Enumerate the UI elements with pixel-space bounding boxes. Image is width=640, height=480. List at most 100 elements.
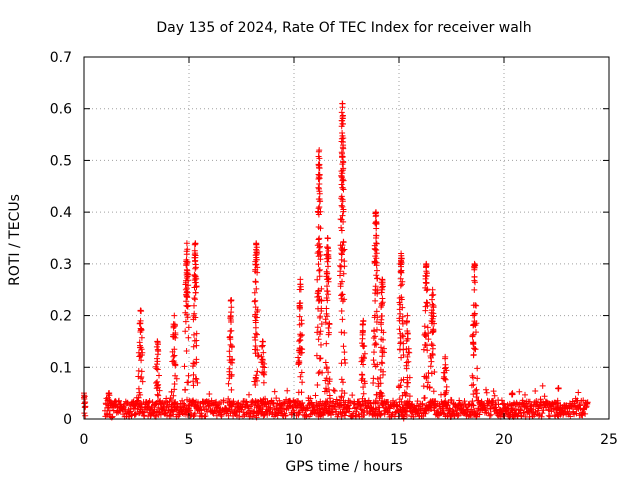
data-point <box>442 353 449 360</box>
data-point <box>428 370 435 377</box>
data-point <box>326 395 333 402</box>
data-point <box>360 390 367 397</box>
data-point <box>316 248 323 255</box>
data-point <box>402 392 409 399</box>
data-point <box>474 375 481 382</box>
data-point <box>324 283 330 290</box>
data-point <box>443 383 450 390</box>
data-point <box>397 282 404 289</box>
data-point <box>254 347 261 353</box>
data-point <box>472 279 478 286</box>
data-point <box>297 337 304 344</box>
data-point <box>471 311 478 318</box>
data-point <box>483 389 490 396</box>
data-point <box>340 218 347 225</box>
data-point <box>398 269 405 276</box>
data-point <box>295 389 302 396</box>
data-point <box>370 357 377 364</box>
y-tick-label: 0 <box>63 412 72 428</box>
data-point <box>398 281 405 288</box>
data-point <box>397 340 404 347</box>
data-point <box>253 261 260 268</box>
data-point <box>575 389 582 396</box>
data-point <box>312 392 319 399</box>
x-tick-label: 5 <box>185 432 194 448</box>
data-point <box>509 390 516 397</box>
data-point <box>314 290 321 297</box>
data-point <box>428 341 435 348</box>
data-point <box>128 412 135 419</box>
data-point <box>296 305 303 312</box>
data-point <box>360 384 367 391</box>
data-point <box>471 286 478 293</box>
data-point <box>372 363 379 370</box>
data-point <box>501 400 508 407</box>
data-point <box>322 319 329 326</box>
grid-lines <box>84 57 609 419</box>
data-point <box>318 341 324 348</box>
data-point <box>370 375 377 382</box>
data-point <box>338 308 345 314</box>
data-point <box>338 109 345 116</box>
data-point <box>136 389 143 396</box>
x-axis-label: GPS time / hours <box>285 459 402 475</box>
data-point <box>251 289 258 296</box>
data-point <box>184 259 191 266</box>
data-point <box>427 363 434 370</box>
data-point <box>316 204 323 210</box>
data-point <box>338 202 345 209</box>
data-point <box>473 386 480 393</box>
data-point <box>296 321 303 328</box>
data-point <box>156 387 163 394</box>
data-point <box>397 269 404 276</box>
data-point <box>486 412 493 419</box>
data-point <box>474 365 481 372</box>
data-point <box>316 267 323 274</box>
data-point <box>137 329 144 335</box>
data-point <box>316 188 323 195</box>
data-point <box>297 276 304 283</box>
data-point <box>373 319 380 325</box>
data-point <box>253 240 260 247</box>
data-point <box>426 403 433 409</box>
data-point <box>169 348 176 355</box>
data-point <box>372 340 379 347</box>
data-point <box>425 379 431 386</box>
data-point <box>405 358 412 365</box>
data-point <box>400 352 407 358</box>
data-point <box>396 346 403 353</box>
data-point <box>471 321 478 328</box>
data-point <box>307 395 314 402</box>
data-point <box>339 242 346 249</box>
data-point <box>395 383 402 390</box>
data-point <box>138 334 145 341</box>
data-point <box>337 283 344 290</box>
data-point <box>192 257 199 264</box>
y-tick-label: 0.2 <box>50 309 72 325</box>
data-point <box>422 341 428 348</box>
axis-ticks: 0 5 10 15 20 25 0 0.1 0.2 0.3 0.4 0.5 0.6 0.7 <box>50 50 618 448</box>
data-point <box>317 256 324 263</box>
data-point <box>359 340 365 347</box>
data-point <box>404 404 411 411</box>
data-point <box>423 375 430 382</box>
data-point <box>380 336 386 343</box>
data-point <box>358 371 365 378</box>
data-point <box>341 258 348 265</box>
data-point <box>470 374 476 381</box>
data-point <box>380 329 387 336</box>
data-point <box>361 378 368 385</box>
data-point <box>303 412 310 419</box>
data-point <box>358 377 365 384</box>
data-point <box>315 287 322 294</box>
data-point <box>317 208 324 215</box>
data-point <box>487 411 494 418</box>
data-point <box>361 355 367 362</box>
data-point <box>405 349 412 356</box>
data-point <box>570 408 577 415</box>
data-point <box>399 392 406 399</box>
data-point <box>341 349 348 356</box>
data-point <box>156 372 162 379</box>
data-point <box>393 403 400 409</box>
